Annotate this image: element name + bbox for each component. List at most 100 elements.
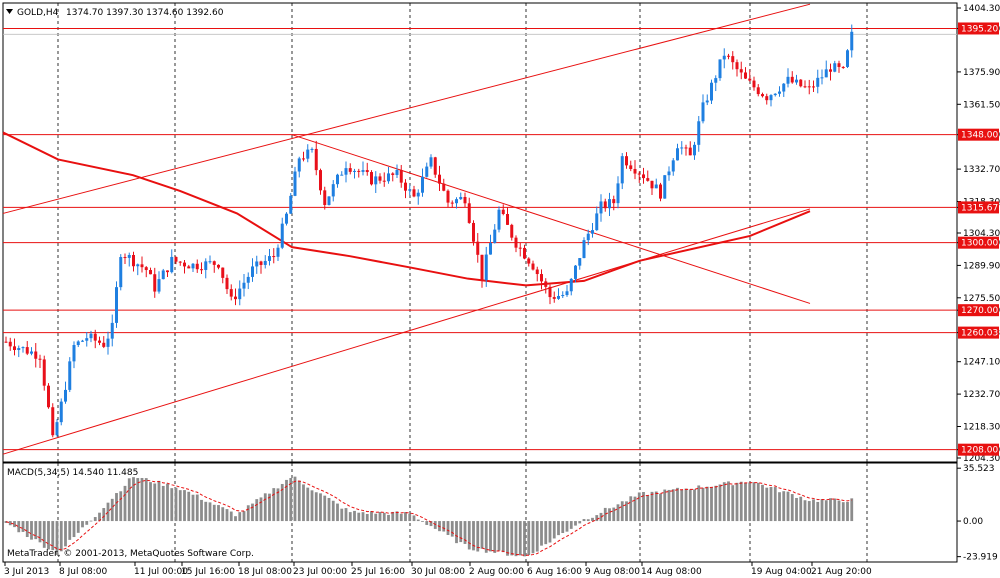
trend-line[interactable] bbox=[291, 134, 811, 304]
macd-bar bbox=[705, 486, 709, 522]
macd-bar bbox=[195, 494, 199, 522]
candle-body bbox=[786, 76, 790, 84]
macd-bar bbox=[38, 521, 42, 543]
main-pane bbox=[2, 2, 958, 463]
macd-bar bbox=[395, 511, 399, 522]
candle-body bbox=[489, 243, 492, 255]
candle-body bbox=[714, 78, 718, 83]
candle-body bbox=[501, 209, 505, 215]
macd-bar bbox=[688, 489, 692, 522]
candle-body bbox=[110, 322, 114, 339]
macd-bar bbox=[170, 488, 174, 522]
macd-bar bbox=[484, 521, 488, 553]
macd-bar bbox=[557, 521, 560, 536]
candle-body bbox=[769, 95, 773, 101]
candle-body bbox=[412, 189, 416, 197]
candle-body bbox=[816, 77, 820, 87]
time-tick-label: 23 Jul 00:00 bbox=[293, 567, 347, 577]
candle-body bbox=[739, 69, 743, 73]
candle-body bbox=[89, 333, 93, 339]
macd-bar bbox=[72, 521, 76, 538]
price-tick-label: 1204.30 bbox=[963, 454, 1000, 464]
candle-body bbox=[642, 174, 645, 179]
macd-bar bbox=[697, 485, 701, 522]
candle-body bbox=[238, 288, 242, 300]
macd-bar bbox=[289, 478, 293, 522]
macd-bar bbox=[178, 490, 182, 522]
macd-bar bbox=[357, 512, 361, 522]
candle-body bbox=[680, 147, 684, 149]
macd-bar bbox=[374, 513, 378, 522]
candle-body bbox=[493, 229, 497, 244]
macd-bar bbox=[306, 487, 310, 522]
trend-line[interactable] bbox=[2, 3, 811, 214]
candle-body bbox=[8, 341, 12, 347]
candle-body bbox=[731, 56, 735, 63]
macd-bar bbox=[497, 521, 501, 551]
candle-body bbox=[824, 69, 828, 78]
macd-bar bbox=[429, 521, 433, 527]
macd-bar bbox=[433, 521, 437, 529]
candle-body bbox=[654, 184, 658, 189]
macd-bar bbox=[714, 485, 718, 522]
macd-bar bbox=[595, 515, 599, 522]
macd-bar bbox=[259, 497, 263, 522]
candle-body bbox=[336, 174, 339, 185]
candle-body bbox=[710, 82, 713, 101]
macd-bar bbox=[353, 510, 356, 522]
macd-bar bbox=[149, 482, 152, 522]
candle-body bbox=[540, 274, 543, 282]
candle-body bbox=[387, 173, 390, 182]
candle-body bbox=[30, 351, 33, 354]
macd-bar bbox=[765, 487, 769, 522]
macd-bar bbox=[314, 492, 318, 522]
macd-bar bbox=[671, 489, 675, 522]
candle-body bbox=[191, 263, 195, 269]
macd-bar bbox=[629, 496, 633, 522]
candle-body bbox=[106, 338, 110, 347]
candle-body bbox=[799, 79, 803, 87]
macd-bar bbox=[727, 481, 730, 522]
macd-bar bbox=[620, 501, 624, 522]
macd-bar bbox=[565, 521, 569, 532]
macd-bar bbox=[187, 491, 191, 522]
candle-body bbox=[637, 173, 641, 175]
macd-bar bbox=[234, 516, 237, 522]
candle-body bbox=[340, 174, 344, 176]
macd-bar bbox=[850, 498, 854, 522]
time-tick-label: 6 Aug 16:00 bbox=[527, 567, 582, 577]
collapse-triangle-icon[interactable] bbox=[6, 9, 13, 14]
candle-body bbox=[59, 401, 63, 423]
macd-bar bbox=[331, 500, 335, 522]
macd-bar bbox=[144, 478, 148, 522]
candle-body bbox=[21, 347, 25, 349]
macd-bar bbox=[285, 479, 288, 522]
trend-line[interactable] bbox=[2, 208, 811, 455]
macd-bar bbox=[310, 490, 314, 522]
macd-bar bbox=[13, 521, 16, 528]
candle-body bbox=[76, 341, 80, 346]
candle-body bbox=[591, 230, 594, 234]
level-price-label: 1395.20 bbox=[961, 24, 998, 34]
macd-bar bbox=[106, 502, 110, 522]
macd-bar bbox=[136, 478, 140, 522]
candle-body bbox=[790, 76, 794, 83]
macd-bar bbox=[472, 521, 475, 551]
candle-body bbox=[102, 342, 106, 347]
candle-body bbox=[442, 183, 446, 191]
macd-bar bbox=[718, 484, 722, 522]
candle-body bbox=[204, 261, 208, 270]
candle-body bbox=[761, 94, 764, 97]
macd-bar bbox=[85, 521, 89, 525]
price-tick-label: 1218.30 bbox=[963, 423, 1000, 433]
candle-body bbox=[548, 286, 552, 298]
macd-bar bbox=[200, 499, 203, 522]
moving-average-line[interactable] bbox=[2, 131, 811, 287]
macd-bar bbox=[523, 521, 526, 557]
candle-body bbox=[480, 254, 484, 281]
macd-bar bbox=[744, 482, 747, 522]
candle-body bbox=[795, 79, 798, 83]
macd-bar bbox=[221, 507, 225, 522]
candle-body bbox=[297, 158, 301, 172]
